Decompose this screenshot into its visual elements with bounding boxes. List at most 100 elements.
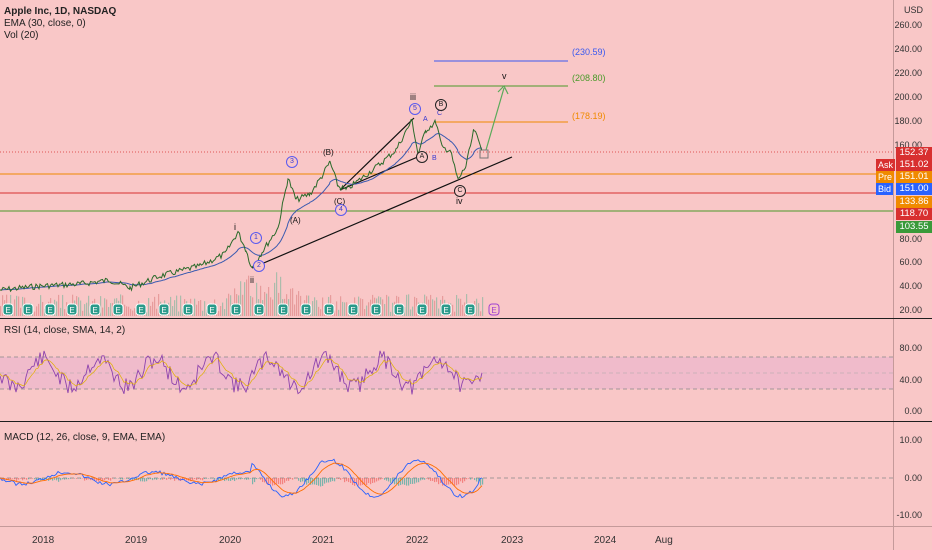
volume-bar [154, 296, 156, 316]
earnings-marker: E [370, 303, 382, 316]
volume-bar [392, 302, 394, 316]
macd-hist-bar [156, 478, 158, 480]
macd-hist-bar [412, 478, 414, 484]
volume-bar [2, 295, 4, 316]
macd-hist-bar [446, 478, 448, 485]
macd-legend[interactable]: MACD (12, 26, close, 9, EMA, EMA) [4, 432, 166, 443]
macd-line [0, 458, 483, 499]
volume-bar [64, 309, 66, 316]
price-tick: 200.00 [894, 92, 922, 102]
volume-bar [174, 300, 176, 316]
volume-bar [338, 309, 340, 316]
price-tick: 80.00 [899, 234, 922, 244]
macd-hist-bar [428, 478, 430, 480]
macd-hist-bar [66, 478, 68, 480]
vol-legend[interactable]: Vol (20) [4, 30, 39, 41]
macd-hist-bar [72, 478, 74, 479]
macd-hist-bar [90, 478, 92, 481]
pane-separator[interactable] [0, 421, 932, 422]
volume-bar [266, 293, 268, 316]
macd-hist-bar [126, 478, 128, 479]
macd-hist-bar [224, 478, 226, 482]
volume-bar [244, 282, 246, 316]
svg-text:E: E [419, 306, 424, 315]
macd-hist-bar [430, 478, 432, 481]
macd-hist-bar [172, 478, 174, 479]
volume-bar [318, 306, 320, 316]
macd-hist-bar [406, 478, 408, 486]
volume-bar [170, 296, 172, 316]
volume-bar [60, 307, 62, 316]
macd-hist-bar [416, 478, 418, 483]
rsi-legend[interactable]: RSI (14, close, SMA, 14, 2) [4, 325, 126, 336]
volume-bar [316, 300, 318, 316]
target-label-208: (208.80) [572, 73, 606, 83]
target-label-178: (178.19) [572, 111, 606, 121]
macd-hist-bar [214, 478, 216, 480]
volume-bar [368, 302, 370, 316]
volume-bar [270, 297, 272, 316]
svg-text:E: E [5, 306, 10, 315]
macd-hist-bar [402, 478, 404, 485]
svg-text:E: E [233, 306, 238, 315]
macd-hist-bar [466, 478, 468, 480]
volume-bar [476, 298, 478, 316]
macd-hist-bar [348, 478, 350, 483]
ema-legend[interactable]: EMA (30, close, 0) [4, 18, 86, 29]
svg-text:E: E [326, 306, 331, 315]
volume-bar [294, 304, 296, 316]
main-chart-pane[interactable]: E E E E E E E E E E E E E E E E E E E E E E Apple Inc, 1D, NA… [0, 0, 932, 318]
macd-hist-bar [444, 478, 446, 486]
currency-label: USD [904, 5, 924, 15]
volume-bar [220, 306, 222, 316]
macd-hist-bar [10, 478, 12, 480]
earnings-marker: E [393, 303, 405, 316]
volume-bar [408, 294, 410, 316]
macd-hist-bar [250, 478, 252, 479]
volume-bar [390, 311, 392, 316]
volume-bar [228, 293, 230, 316]
macd-hist-bar [132, 478, 134, 481]
volume-bar [438, 308, 440, 316]
volume-bar [204, 301, 206, 316]
macd-hist-bar [282, 478, 284, 485]
macd-hist-bar [340, 478, 342, 480]
volume-bar [172, 306, 174, 316]
rsi-pane[interactable]: RSI (14, close, SMA, 14, 2) 80.00 40.00 … [0, 319, 932, 421]
volume-bar [104, 298, 106, 316]
svg-text:E: E [138, 306, 143, 315]
volume-bar [178, 311, 180, 316]
earnings-marker: E [206, 303, 218, 316]
wave-label-C: C [437, 110, 443, 117]
macd-hist-bar [290, 478, 292, 479]
volume-bar [360, 298, 362, 316]
volume-bar [102, 307, 104, 316]
volume-bar [218, 311, 220, 316]
svg-text:E: E [25, 306, 30, 315]
rsi-sma-line [0, 357, 483, 388]
wave-label-v: v [502, 71, 507, 81]
x-axis-label: 2018 [32, 535, 55, 546]
wave-circle-1: 1 [250, 232, 262, 244]
price-axis-divider [893, 0, 894, 550]
volume-bar [260, 285, 262, 316]
volume-bar [430, 294, 432, 316]
macd-hist-bar [164, 478, 166, 479]
macd-hist-bar [114, 478, 116, 479]
volume-bar [460, 298, 462, 316]
macd-hist-bar [270, 478, 272, 484]
macd-hist-bar [458, 478, 460, 485]
pre-label: Pre [876, 171, 895, 183]
volume-bar [80, 300, 82, 316]
macd-hist-bar [300, 478, 302, 483]
macd-hist-bar [246, 478, 248, 480]
symbol-title[interactable]: Apple Inc, 1D, NASDAQ [4, 6, 117, 17]
macd-hist-bar [456, 478, 458, 486]
macd-hist-bar [68, 478, 70, 480]
volume-bar [88, 295, 90, 316]
macd-hist-bar [76, 478, 78, 479]
macd-hist-bar [390, 478, 392, 483]
pane-separator[interactable] [0, 318, 932, 319]
macd-pane[interactable]: MACD (12, 26, close, 9, EMA, EMA) 10.00 … [0, 422, 932, 526]
